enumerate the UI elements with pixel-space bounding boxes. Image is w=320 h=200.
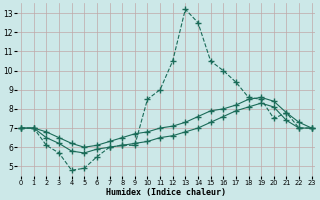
- X-axis label: Humidex (Indice chaleur): Humidex (Indice chaleur): [106, 188, 226, 197]
